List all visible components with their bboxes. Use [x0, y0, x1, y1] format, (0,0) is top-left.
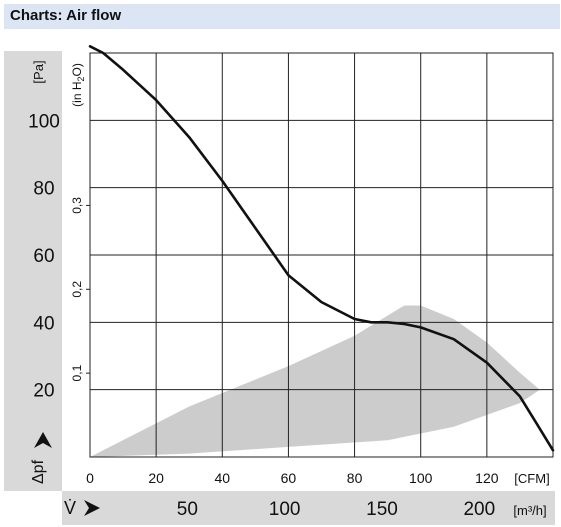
- x-tick-label: 80: [347, 470, 363, 486]
- x-tick-label: 20: [148, 470, 164, 486]
- y-tick-label: 80: [33, 179, 54, 200]
- y-tick-label: 60: [33, 246, 54, 267]
- y-unit-label: [Pa]: [31, 60, 46, 83]
- pressure-curve: [88, 45, 555, 452]
- x-tick-label: 40: [214, 470, 230, 486]
- x-unit-label: [CFM]: [514, 471, 549, 486]
- y-tick-label: 40: [33, 313, 54, 334]
- inner-unit-sub: 2: [76, 76, 86, 81]
- x-symbol-label: V̇: [64, 498, 76, 518]
- x-tick-label: 60: [281, 470, 297, 486]
- inner-tick-label: 0,3: [70, 197, 84, 214]
- section-title: Charts: Air flow: [10, 7, 122, 24]
- x-tick-label: 120: [475, 470, 499, 486]
- inner-tick-label: 0,1: [70, 364, 84, 381]
- inner-unit-label: (in H2O): [70, 63, 86, 107]
- operating-region-layer: [90, 305, 540, 457]
- curve-layer: [88, 45, 555, 452]
- operating-region: [90, 305, 540, 457]
- x2-tick-label: 50: [177, 499, 198, 520]
- x-tick-label: 100: [409, 470, 433, 486]
- x2-tick-label: 100: [269, 499, 301, 520]
- x2-unit-label: [m³/h]: [513, 503, 546, 518]
- y-tick-label: 20: [33, 381, 54, 402]
- x-arrow-icon: [84, 500, 100, 516]
- inner-unit-prefix: (in H: [70, 82, 84, 107]
- y-symbol-label: Δpf: [30, 459, 47, 484]
- labels-layer: 20 40 60 80 100 [Pa] 0,1 0,2 0,3 (in H2O) Δpf 0 20 40…: [28, 60, 550, 520]
- grid-layer: [86, 52, 554, 458]
- inner-unit-suffix: O): [70, 63, 84, 76]
- x2-tick-label: 200: [463, 499, 495, 520]
- y-tick-label: 100: [28, 111, 60, 132]
- y-axis-band: [4, 51, 62, 491]
- inner-tick-label: 0,2: [70, 281, 84, 298]
- x2-tick-label: 150: [366, 499, 398, 520]
- x-tick-label: 0: [86, 470, 94, 486]
- y-arrow-icon: [34, 432, 52, 448]
- x-axis-band: [62, 491, 555, 525]
- section-header: Charts: Air flow: [4, 4, 560, 29]
